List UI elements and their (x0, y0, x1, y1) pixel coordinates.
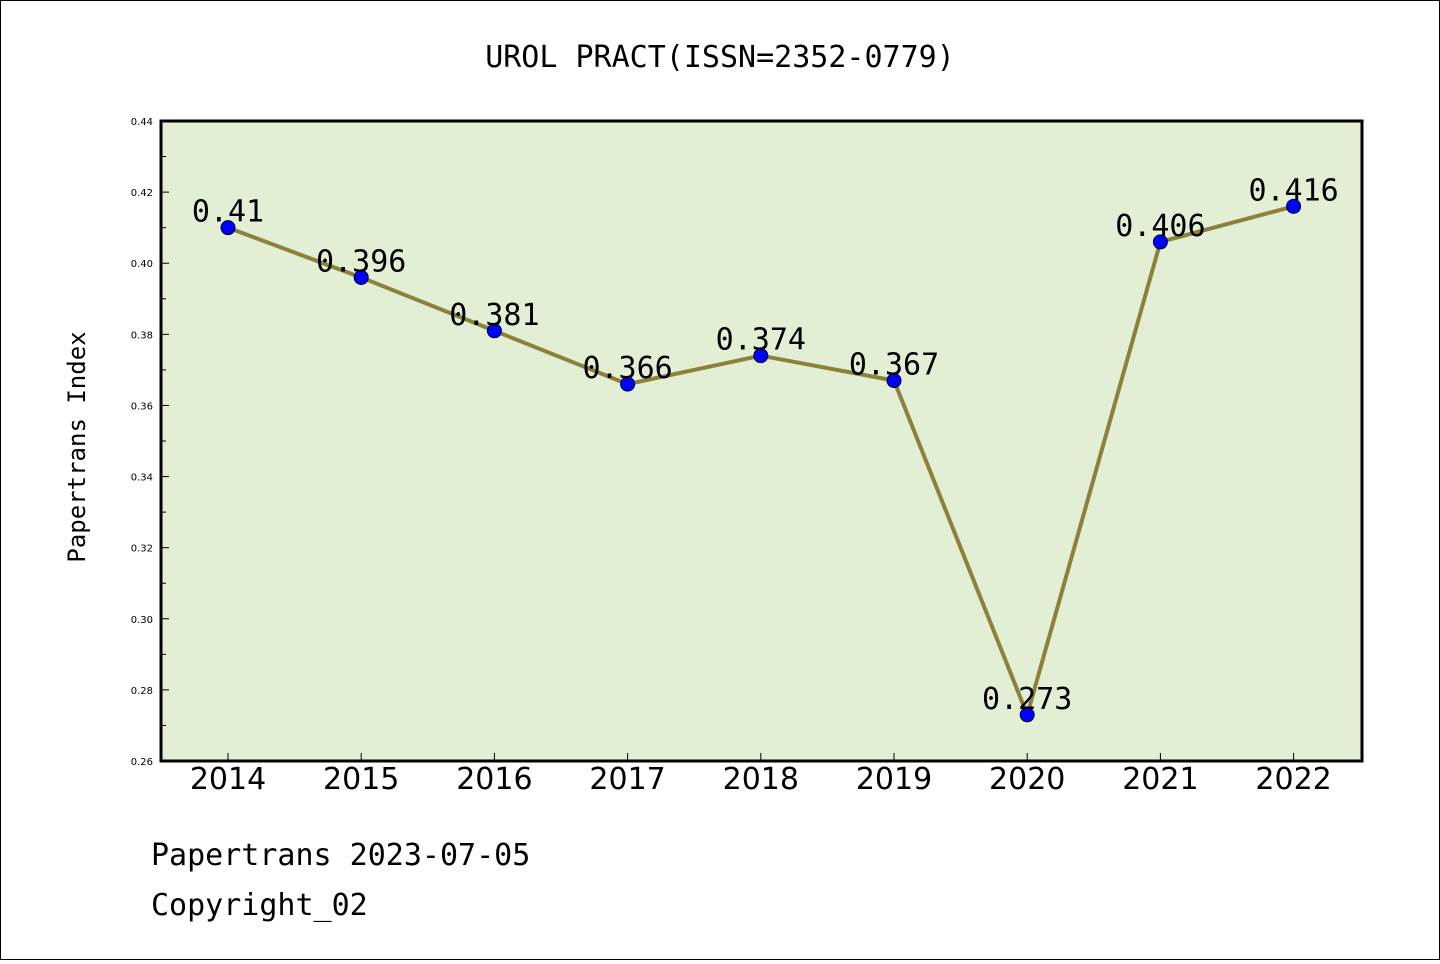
data-point (1286, 198, 1302, 214)
x-tick-label: 2018 (723, 762, 799, 797)
y-tick-label: 0.32 (131, 544, 153, 555)
y-tick-label: 0.30 (131, 615, 153, 626)
data-point (353, 269, 369, 285)
y-axis-label: Papertrans Index (63, 331, 91, 562)
data-label: 0.41 (192, 195, 264, 230)
data-label: 0.374 (716, 323, 806, 358)
x-tick-label: 2021 (1122, 762, 1198, 797)
data-point (1019, 707, 1035, 723)
y-axis-ticks: 0.26 0.28 0.30 0.32 0.34 0.36 0.38 0.40 0.42 0.44 (131, 117, 169, 768)
data-point (753, 348, 769, 364)
data-point (620, 376, 636, 392)
x-tick-label: 2022 (1255, 762, 1331, 797)
data-label: 0.406 (1115, 209, 1205, 244)
y-tick-label: 0.28 (131, 686, 153, 697)
data-label: 0.396 (316, 244, 406, 279)
data-point (1152, 234, 1168, 250)
x-tick-label: 2015 (323, 762, 399, 797)
x-tick-label: 2016 (456, 762, 532, 797)
data-markers (220, 198, 1302, 723)
x-tick-label: 2017 (589, 762, 665, 797)
x-axis-ticks: 2014 2015 2016 2017 2018 2019 2020 2021 2022 (190, 753, 1332, 797)
footer-date-text: Papertrans 2023-07-05 (151, 838, 530, 873)
data-label: 0.366 (582, 351, 672, 386)
data-label: 0.416 (1248, 173, 1338, 208)
data-labels: 0.41 0.396 0.381 0.366 0.374 0.367 0.273 0.406 0… (192, 173, 1339, 716)
y-tick-label: 0.40 (131, 259, 153, 270)
chart-title: UROL PRACT(ISSN=2352-0779) (485, 40, 955, 75)
y-tick-label: 0.34 (131, 473, 153, 484)
y-tick-label: 0.38 (131, 330, 153, 341)
y-tick-label: 0.36 (131, 401, 153, 412)
data-point (486, 323, 502, 339)
data-point (220, 220, 236, 236)
data-label: 0.273 (982, 682, 1072, 717)
x-tick-label: 2014 (190, 762, 266, 797)
footer-copyright-text: Copyright_02 (151, 888, 368, 923)
data-point (886, 373, 902, 389)
data-label: 0.381 (449, 298, 539, 333)
y-tick-label: 0.42 (131, 188, 153, 199)
plot-area (159, 119, 1364, 763)
y-tick-label: 0.26 (131, 757, 153, 768)
y-tick-label: 0.44 (131, 117, 153, 128)
x-tick-label: 2019 (856, 762, 932, 797)
data-label: 0.367 (849, 348, 939, 383)
x-tick-label: 2020 (989, 762, 1065, 797)
